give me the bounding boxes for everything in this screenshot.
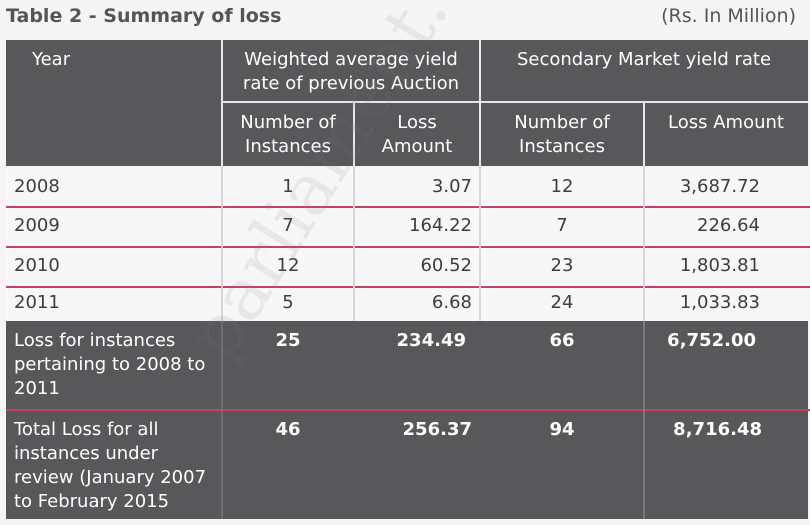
row-separator	[6, 286, 810, 288]
header-col-line	[221, 40, 223, 166]
row-loss-2: 1,803.81	[644, 248, 808, 286]
header-secondary-market: Secondary Market yield rate	[480, 40, 808, 102]
column-line	[643, 321, 645, 519]
header-divider	[222, 101, 808, 103]
summary-instances-1: 46	[222, 411, 354, 441]
row-year: 2011	[6, 288, 222, 321]
row-year: 2010	[6, 248, 222, 286]
header-col-line	[479, 40, 481, 166]
row-separator	[6, 246, 810, 248]
row-loss-1: 164.22	[354, 208, 480, 246]
row-loss-2: 3,687.72	[644, 168, 808, 206]
row-loss-2: 1,033.83	[644, 288, 808, 321]
row-loss-1: 60.52	[354, 248, 480, 286]
header-col-line	[353, 102, 355, 166]
column-line	[479, 166, 481, 321]
header-weighted-average: Weighted average yield rate of previous …	[222, 40, 480, 102]
table-title: Table 2 - Summary of loss	[6, 5, 282, 27]
row-loss-2: 226.64	[644, 208, 808, 246]
row-year: 2008	[6, 168, 222, 206]
row-instances-1: 7	[222, 208, 354, 246]
summary-loss-2: 8,716.48	[644, 411, 808, 441]
row-instances-2: 7	[480, 208, 644, 246]
header-number-of-instances-1: Number of Instances	[222, 102, 354, 166]
row-instances-1: 5	[222, 288, 354, 321]
header-col-line	[643, 102, 645, 166]
row-instances-1: 1	[222, 168, 354, 206]
row-loss-1: 3.07	[354, 168, 480, 206]
header-loss-amount-1: Loss Amount	[354, 102, 480, 166]
row-instances-2: 12	[480, 168, 644, 206]
row-separator	[6, 409, 810, 411]
column-line	[643, 166, 645, 321]
column-line	[353, 166, 355, 321]
summary-loss-2: 6,752.00	[644, 321, 808, 351]
column-line	[221, 166, 223, 321]
row-instances-1: 12	[222, 248, 354, 286]
summary-loss-1: 256.37	[354, 411, 480, 441]
row-instances-2: 23	[480, 248, 644, 286]
summary-instances-2: 66	[480, 321, 644, 351]
row-separator	[6, 206, 810, 208]
row-year: 2009	[6, 208, 222, 246]
summary-loss-1: 234.49	[354, 321, 480, 351]
header-number-of-instances-2: Number of Instances	[480, 102, 644, 166]
summary-instances-2: 94	[480, 411, 644, 441]
header-year: Year	[6, 40, 222, 166]
unit-label: (Rs. In Million)	[661, 5, 796, 27]
header-loss-amount-2: Loss Amount	[644, 102, 808, 166]
row-instances-2: 24	[480, 288, 644, 321]
summary-label: Total Loss for all instances under revie…	[6, 411, 222, 519]
summary-instances-1: 25	[222, 321, 354, 351]
column-line	[221, 321, 223, 519]
row-loss-1: 6.68	[354, 288, 480, 321]
summary-label: Loss for instances pertaining to 2008 to…	[6, 321, 222, 409]
